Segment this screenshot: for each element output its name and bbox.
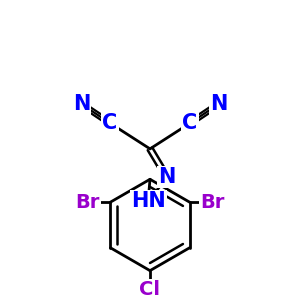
Text: Cl: Cl xyxy=(140,280,160,299)
Text: C: C xyxy=(182,113,198,133)
Text: N: N xyxy=(73,94,90,114)
Text: Br: Br xyxy=(75,193,100,211)
Text: C: C xyxy=(102,113,118,133)
Text: Br: Br xyxy=(200,193,225,211)
Text: HN: HN xyxy=(131,191,166,211)
Text: N: N xyxy=(210,94,227,114)
Text: N: N xyxy=(158,167,176,188)
